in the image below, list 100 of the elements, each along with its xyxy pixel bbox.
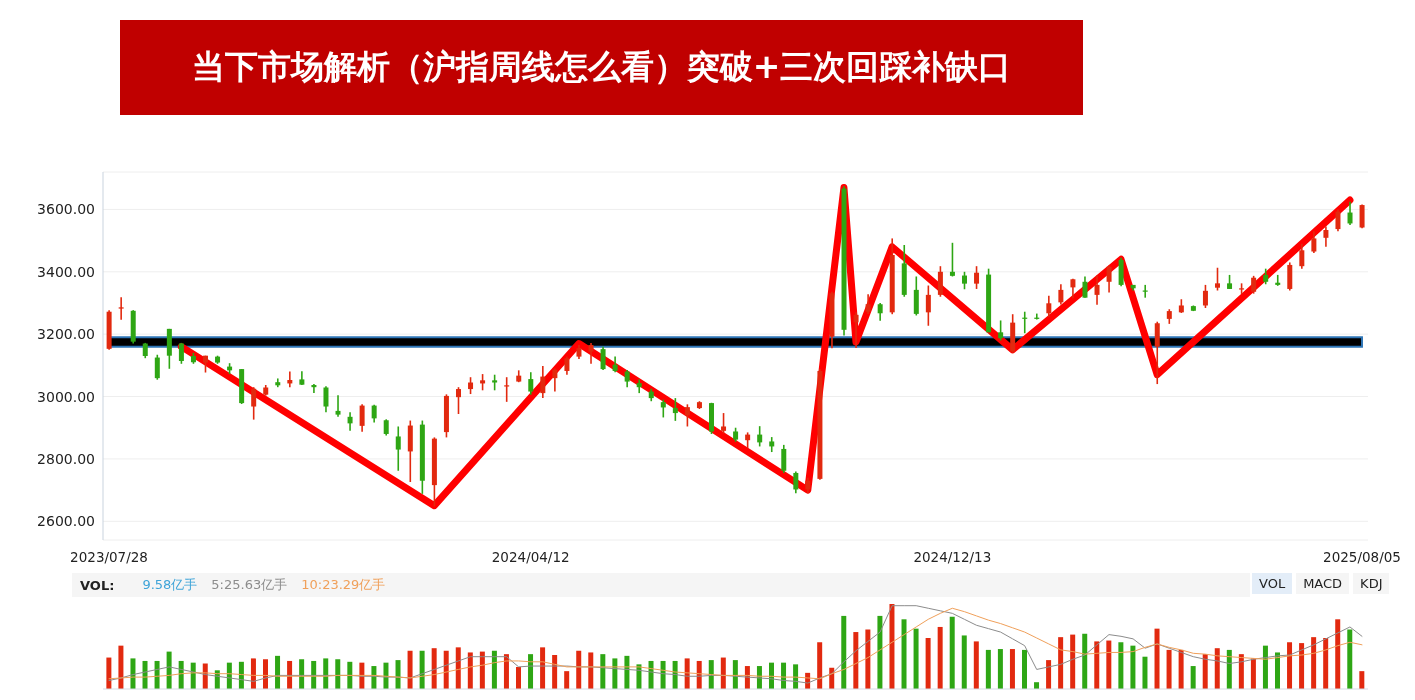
candlestick — [1323, 225, 1329, 248]
candlestick — [564, 355, 570, 376]
y-tick-label: 3000.00 — [37, 388, 95, 405]
candlestick — [937, 265, 943, 298]
candlestick — [540, 365, 546, 399]
candlestick — [949, 241, 955, 278]
bar — [901, 619, 907, 689]
bar — [299, 659, 305, 689]
bar — [732, 660, 738, 689]
bar — [431, 648, 437, 689]
bar — [1106, 640, 1112, 689]
candlestick — [781, 444, 787, 474]
bar — [985, 649, 991, 689]
x-tick-label: 2024/04/12 — [491, 549, 570, 565]
bar — [817, 642, 823, 689]
candlestick — [456, 386, 461, 415]
candlestick — [1202, 284, 1208, 309]
text: 10:23.29亿手 — [301, 576, 386, 594]
text: KDJ — [1353, 573, 1390, 594]
bar — [1226, 649, 1232, 689]
bar — [1359, 671, 1365, 689]
bar — [1154, 628, 1160, 689]
bar — [925, 638, 931, 689]
y-tick-label: 3200.00 — [37, 326, 95, 343]
y-tick-label: 2600.00 — [37, 513, 95, 530]
bar — [1082, 633, 1088, 689]
candlestick — [1299, 242, 1305, 270]
candlestick — [1347, 200, 1353, 226]
candlestick — [251, 386, 257, 421]
bar — [1190, 666, 1196, 689]
bar — [973, 641, 979, 689]
x-tick-label: 2025/08/05 — [1323, 549, 1401, 565]
bar — [1166, 649, 1172, 689]
x-tick-label: 2024/12/13 — [913, 549, 992, 565]
candlestick — [1094, 274, 1100, 306]
x-tick-label: 2023/07/28 — [70, 549, 148, 565]
candlestick — [1215, 266, 1220, 292]
bar — [865, 629, 871, 689]
bar — [720, 657, 726, 689]
candlestick — [178, 342, 184, 365]
bar — [937, 626, 943, 689]
candlestick — [323, 385, 329, 413]
candlestick — [672, 397, 678, 422]
y-tick-label: 3400.00 — [37, 263, 95, 280]
bar — [1335, 619, 1341, 689]
candlestick — [721, 412, 727, 435]
bar — [600, 654, 606, 689]
bar — [1202, 654, 1208, 689]
bar — [1347, 629, 1353, 689]
bar — [395, 660, 401, 689]
bar — [853, 632, 859, 689]
candlestick — [347, 411, 353, 432]
bar — [1311, 637, 1317, 689]
bar — [1214, 648, 1220, 689]
bar — [1262, 645, 1268, 689]
bar — [262, 659, 268, 689]
candlestick — [974, 265, 980, 290]
bar — [1178, 649, 1184, 689]
bar — [455, 647, 461, 689]
bar — [588, 652, 594, 689]
bar — [1070, 634, 1076, 689]
candlestick — [865, 293, 871, 315]
candlestick — [684, 403, 690, 428]
bar — [275, 655, 281, 689]
text: MACD — [1296, 573, 1350, 594]
bar — [961, 635, 967, 689]
bar — [467, 652, 473, 689]
bar — [323, 658, 329, 689]
candlestick — [1046, 295, 1052, 318]
bar — [335, 659, 341, 689]
bar — [347, 661, 353, 689]
text: VOL — [1252, 573, 1293, 594]
candlestick — [600, 345, 606, 371]
text: 9.58亿手 — [142, 576, 198, 594]
candlestick — [588, 342, 594, 365]
bar — [841, 615, 847, 689]
bar — [407, 650, 413, 689]
bar — [540, 647, 546, 689]
text: VOL: — [80, 577, 115, 593]
bar — [1009, 649, 1015, 689]
bar — [1287, 642, 1293, 689]
bar — [564, 671, 570, 689]
chart-title: 当下市场解析（沪指周线怎么看）突破+三次回踩补缺口 — [120, 20, 1083, 115]
bar — [576, 650, 582, 689]
bar — [997, 649, 1003, 689]
candlestick — [1058, 283, 1064, 306]
bar — [419, 650, 425, 689]
bar — [949, 616, 955, 689]
bar — [443, 650, 449, 689]
bar — [1021, 649, 1027, 689]
bar — [1142, 656, 1148, 689]
candlestick — [335, 394, 341, 418]
bar — [889, 604, 895, 689]
candlestick — [793, 470, 799, 495]
candlestick — [998, 319, 1004, 342]
bar — [528, 654, 534, 689]
bar — [1299, 643, 1305, 689]
bar — [1118, 642, 1124, 689]
candlestick — [853, 311, 859, 349]
candlestick — [636, 378, 642, 394]
